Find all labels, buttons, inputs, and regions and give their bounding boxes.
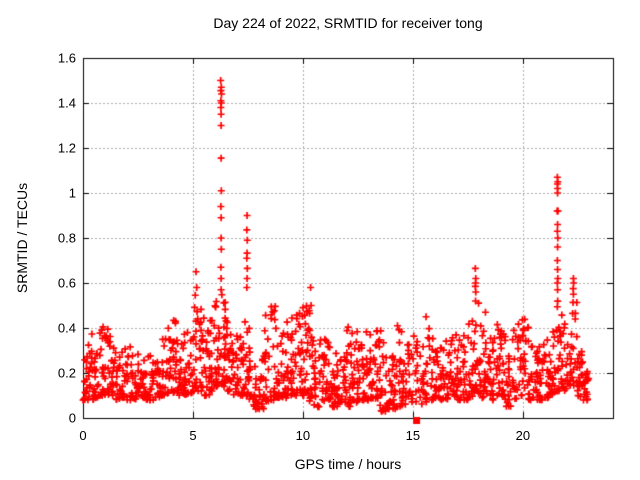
y-axis-label-wrap: SRMTID / TECUs	[6, 58, 38, 418]
y-axis-label: SRMTID / TECUs	[14, 182, 31, 294]
y-tick-label: 1.4	[57, 95, 76, 111]
x-tick-label: 20	[515, 428, 531, 443]
x-tick-label: 10	[295, 428, 311, 443]
y-tick-label: 0.2	[57, 365, 76, 381]
x-tick-label: 0	[79, 428, 87, 443]
y-tick-label: 0.8	[57, 230, 76, 246]
x-axis-label: GPS time / hours	[294, 456, 402, 472]
y-tick-label: 1	[68, 185, 76, 201]
x-tick-label: 15	[405, 428, 421, 443]
y-tick-label: 0.4	[57, 320, 76, 336]
chart-title: Day 224 of 2022, SRMTID for receiver ton…	[213, 15, 483, 31]
x-tick-label: 5	[189, 428, 197, 443]
y-tick-label: 1.2	[57, 140, 76, 156]
y-tick-label: 0	[68, 410, 76, 426]
y-tick-label: 1.6	[57, 50, 76, 66]
y-tick-label: 0.6	[57, 275, 76, 291]
